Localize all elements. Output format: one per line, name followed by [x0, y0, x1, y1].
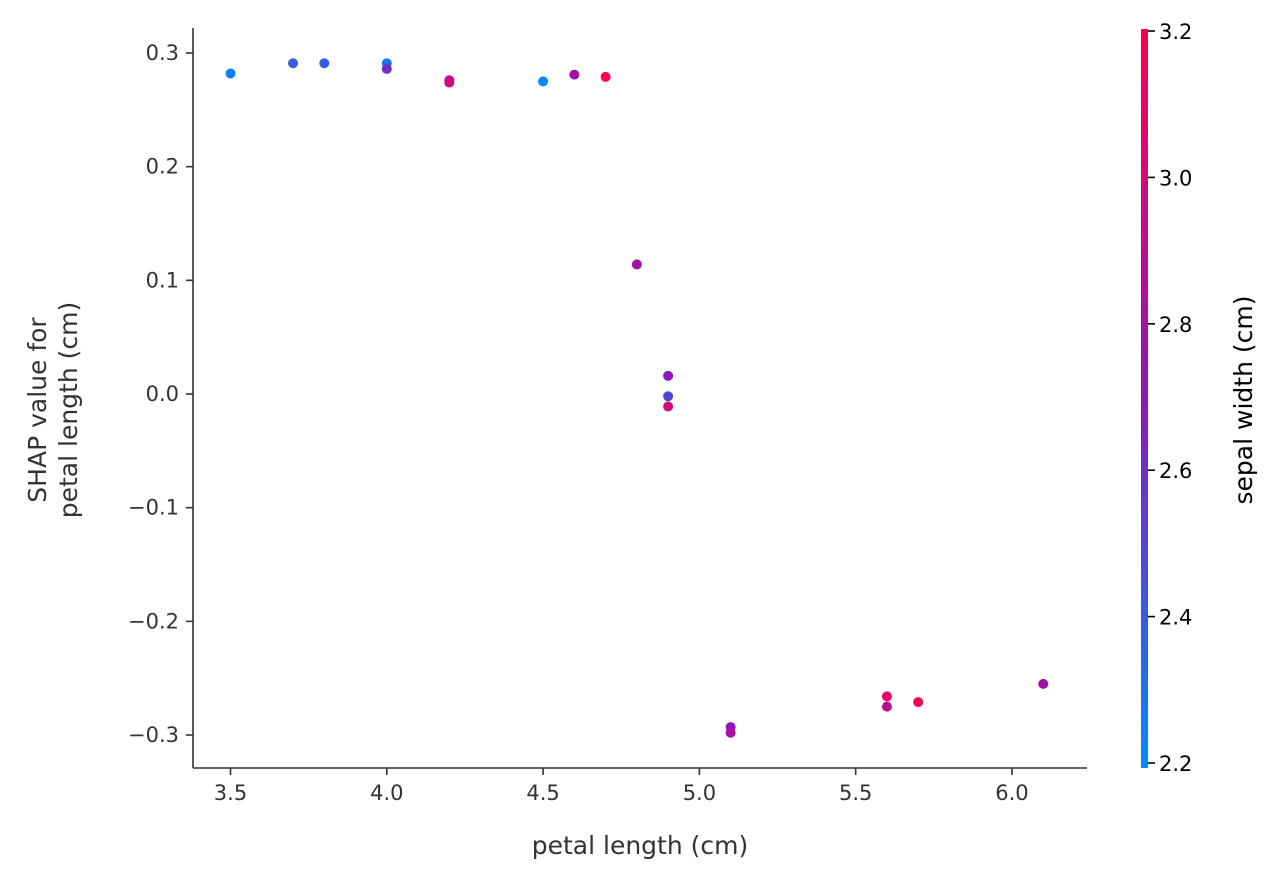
data-points — [225, 58, 1049, 738]
data-point — [225, 68, 236, 79]
data-point — [444, 77, 455, 88]
data-point — [381, 63, 392, 74]
data-point — [663, 391, 674, 402]
x-tick-label: 3.5 — [214, 781, 247, 805]
colorbar — [1141, 29, 1148, 768]
y-axis-label-line-2: petal length (cm) — [54, 302, 83, 519]
y-tick-label: −0.3 — [128, 723, 179, 747]
x-tick-label: 5.0 — [683, 781, 716, 805]
y-tick-label: 0.0 — [146, 382, 179, 406]
data-point — [1038, 678, 1049, 689]
y-tick-label: 0.1 — [146, 268, 179, 292]
data-point — [725, 727, 736, 738]
y-tick-label: −0.2 — [128, 609, 179, 633]
y-ticks: 0.3 0.2 0.1 0.0 −0.1 −0.2 −0.3 — [128, 41, 193, 747]
data-point — [881, 701, 892, 712]
colorbar-tick-label: 2.2 — [1159, 752, 1192, 776]
data-point — [913, 697, 924, 708]
y-axis-label-line-1: SHAP value for — [23, 317, 52, 503]
x-tick-label: 4.5 — [526, 781, 559, 805]
y-tick-label: 0.3 — [146, 41, 179, 65]
y-tick-label: 0.2 — [146, 155, 179, 179]
colorbar-ticks: 2.2 2.4 2.6 2.8 3.0 3.2 — [1148, 20, 1192, 776]
colorbar-tick-label: 2.4 — [1159, 606, 1192, 630]
colorbar-tick-label: 2.8 — [1159, 313, 1192, 337]
data-point — [600, 71, 611, 82]
data-point — [631, 259, 642, 270]
x-tick-label: 5.5 — [839, 781, 872, 805]
colorbar-tick-label: 3.2 — [1159, 20, 1192, 44]
colorbar-tick-label: 2.6 — [1159, 459, 1192, 483]
data-point — [569, 69, 580, 80]
x-tick-label: 6.0 — [995, 781, 1028, 805]
data-point — [538, 76, 549, 87]
data-point — [663, 401, 674, 412]
data-point — [288, 58, 299, 69]
y-tick-label: −0.1 — [128, 496, 179, 520]
data-point — [319, 58, 330, 69]
x-axis-label: petal length (cm) — [532, 831, 749, 860]
colorbar-label: sepal width (cm) — [1229, 296, 1258, 505]
data-point — [881, 691, 892, 702]
x-ticks: 3.5 4.0 4.5 5.0 5.5 6.0 — [214, 768, 1029, 805]
data-point — [663, 370, 674, 381]
colorbar-tick-label: 3.0 — [1159, 166, 1192, 190]
x-tick-label: 4.0 — [370, 781, 403, 805]
